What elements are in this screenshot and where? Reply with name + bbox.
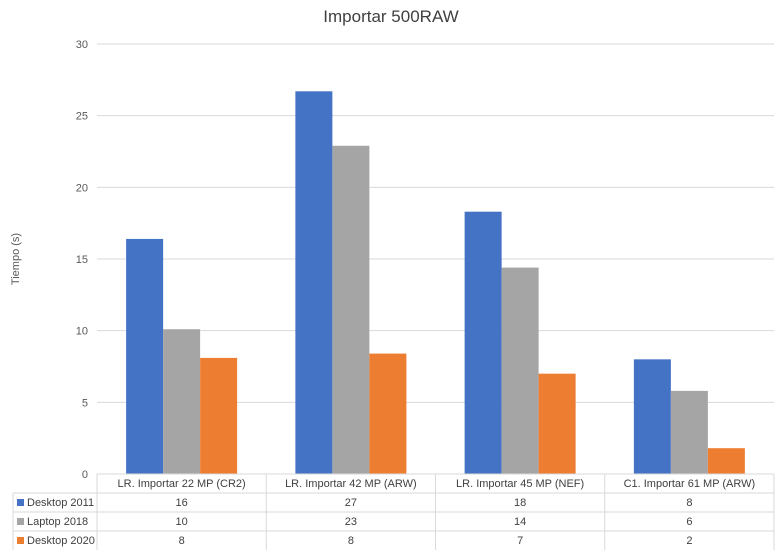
data-table: LR. Importar 22 MP (CR2) LR. Importar 42 … <box>12 473 775 550</box>
bar-desktop-2011 <box>126 238 164 474</box>
legend-swatch <box>17 518 24 525</box>
table-value: 6 <box>686 516 692 528</box>
legend-label: Laptop 2018 <box>27 516 88 528</box>
table-value: 27 <box>345 497 357 509</box>
bar-laptop-2018 <box>163 329 201 474</box>
y-tick-label: 5 <box>82 397 88 409</box>
table-value: 8 <box>179 535 185 547</box>
bar-laptop-2018 <box>332 145 370 474</box>
table-value: 8 <box>348 535 354 547</box>
x-category-label: LR. Importar 42 MP (ARW) <box>285 478 417 490</box>
bar-laptop-2018 <box>501 267 539 474</box>
legend-swatch <box>17 499 24 506</box>
table-value: 14 <box>514 516 526 528</box>
bar-desktop-2011 <box>633 359 671 474</box>
table-value: 23 <box>345 516 357 528</box>
bar-desktop-2020 <box>369 353 407 474</box>
bar-desktop-2011 <box>464 211 502 474</box>
x-category-label: LR. Importar 45 MP (NEF) <box>456 478 584 490</box>
y-tick-label: 15 <box>76 254 88 266</box>
table-value: 2 <box>686 535 692 547</box>
y-axis-label: Tiempo (s) <box>10 233 22 285</box>
x-category-label: C1. Importar 61 MP (ARW) <box>624 478 756 490</box>
legend-swatch <box>17 537 24 544</box>
bars <box>126 91 745 475</box>
table-value: 7 <box>517 535 523 547</box>
legend-label: Desktop 2020 <box>27 535 95 547</box>
table-value: 8 <box>686 497 692 509</box>
bar-desktop-2020 <box>200 357 238 474</box>
bar-desktop-2020 <box>707 448 745 474</box>
legend-label: Desktop 2011 <box>27 497 94 509</box>
table-value: 16 <box>176 497 188 509</box>
y-axis-ticks: 0 5 10 15 20 25 30 <box>76 39 88 481</box>
table-value: 10 <box>176 516 188 528</box>
bar-desktop-2020 <box>538 373 576 474</box>
y-tick-label: 10 <box>76 326 88 338</box>
y-tick-label: 20 <box>76 182 88 194</box>
table-value: 18 <box>514 497 526 509</box>
y-tick-label: 0 <box>82 469 88 481</box>
bar-laptop-2018 <box>670 390 708 474</box>
y-tick-label: 25 <box>76 111 88 123</box>
y-tick-label: 30 <box>76 39 88 51</box>
x-category-label: LR. Importar 22 MP (CR2) <box>118 478 246 490</box>
bar-desktop-2011 <box>295 91 333 475</box>
chart-title: Importar 500RAW <box>323 7 458 26</box>
